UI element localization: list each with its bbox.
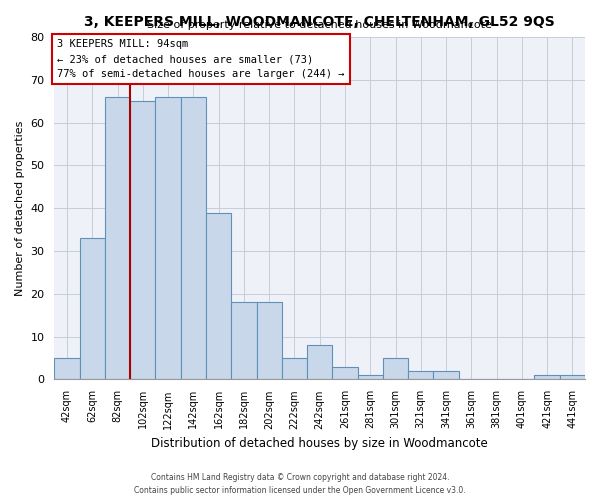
Text: Size of property relative to detached houses in Woodmancote: Size of property relative to detached ho…: [147, 20, 492, 30]
Bar: [181, 97, 206, 380]
Text: Contains HM Land Registry data © Crown copyright and database right 2024.
Contai: Contains HM Land Registry data © Crown c…: [134, 474, 466, 495]
Bar: [358, 375, 383, 380]
Bar: [535, 375, 560, 380]
Bar: [282, 358, 307, 380]
X-axis label: Distribution of detached houses by size in Woodmancote: Distribution of detached houses by size …: [151, 437, 488, 450]
Bar: [383, 358, 408, 380]
Bar: [105, 97, 130, 380]
Bar: [231, 302, 257, 380]
Bar: [408, 371, 433, 380]
Bar: [55, 358, 80, 380]
Title: 3, KEEPERS MILL, WOODMANCOTE, CHELTENHAM, GL52 9QS: 3, KEEPERS MILL, WOODMANCOTE, CHELTENHAM…: [85, 15, 555, 29]
Bar: [155, 97, 181, 380]
Bar: [332, 366, 358, 380]
Text: 3 KEEPERS MILL: 94sqm
← 23% of detached houses are smaller (73)
77% of semi-deta: 3 KEEPERS MILL: 94sqm ← 23% of detached …: [57, 40, 344, 79]
Bar: [433, 371, 458, 380]
Bar: [560, 375, 585, 380]
Bar: [130, 102, 155, 380]
Y-axis label: Number of detached properties: Number of detached properties: [15, 120, 25, 296]
Bar: [257, 302, 282, 380]
Bar: [206, 212, 231, 380]
Bar: [307, 345, 332, 380]
Bar: [80, 238, 105, 380]
